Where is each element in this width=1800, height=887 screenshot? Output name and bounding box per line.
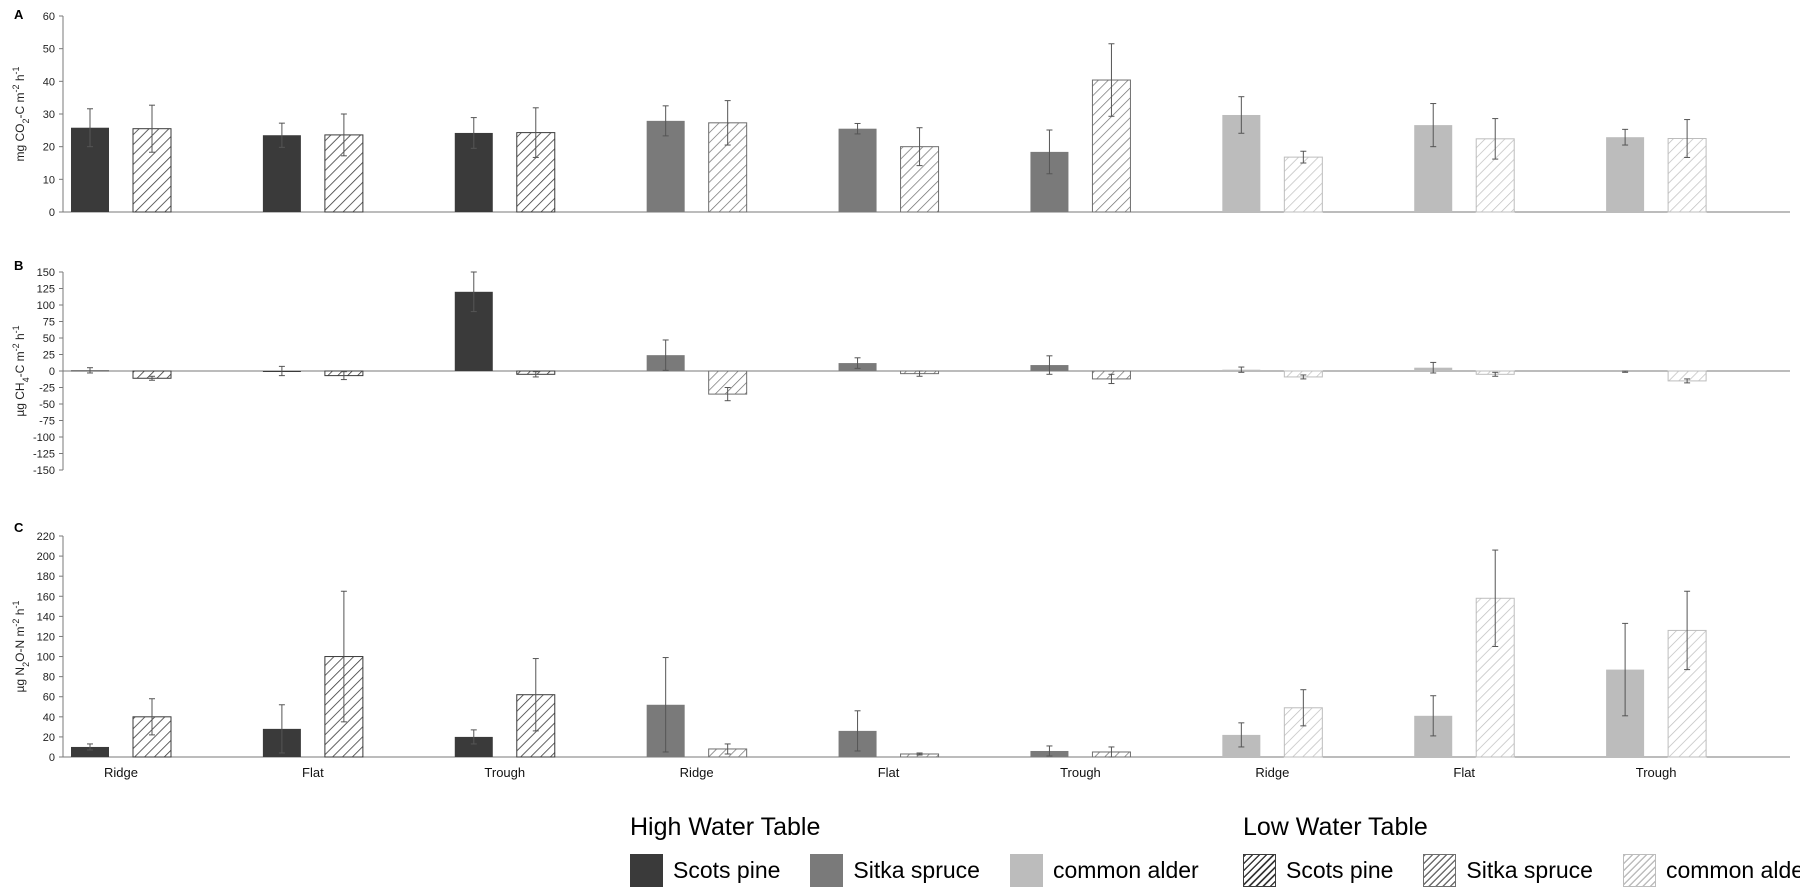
y-tick-label: 30	[43, 109, 55, 121]
panel-letter: C	[14, 520, 24, 535]
y-tick-label: -150	[33, 465, 55, 477]
x-category-label: Flat	[878, 765, 900, 780]
panel-a: A 0 10 20 30 40 50 60 mg CO2-C m-2 h-1	[11, 7, 1790, 219]
x-category-label: Ridge	[680, 765, 714, 780]
bar-a-low-6	[1283, 156, 1323, 213]
y-tick-label: 150	[37, 267, 55, 279]
y-tick-label: 60	[43, 692, 55, 704]
y-tick-label: 200	[37, 551, 55, 563]
bar-c-high-0	[71, 746, 109, 757]
y-tick-label: 0	[49, 207, 55, 219]
y-tick-label: 20	[43, 732, 55, 744]
x-category-label: Trough	[484, 765, 525, 780]
x-category-label: Ridge	[104, 765, 138, 780]
x-category-label: Trough	[1060, 765, 1101, 780]
y-tick-label: 0	[49, 366, 55, 378]
bar-a-high-1	[262, 135, 301, 212]
y-tick-label: 40	[43, 76, 55, 88]
y-tick-label: 50	[43, 333, 55, 345]
panel-c: C 0 20 40 60 80 100 120 140 160 180 200 220 µg N2O-N …	[11, 520, 1790, 780]
bar-c-high-2	[454, 736, 493, 757]
y-tick-label: -125	[33, 449, 55, 461]
y-tick-label: 120	[37, 631, 55, 643]
x-category-label: Ridge	[1255, 765, 1289, 780]
y-axis-label: µg CH4-C m-2 h-1	[11, 325, 31, 416]
panel-letter: B	[14, 258, 23, 273]
y-tick-label: -75	[39, 416, 55, 428]
y-tick-label: 20	[43, 142, 55, 154]
y-tick-label: 40	[43, 712, 55, 724]
y-tick-label: 100	[37, 300, 55, 312]
panel-letter: A	[14, 7, 24, 22]
y-tick-label: 60	[43, 11, 55, 23]
y-tick-label: 180	[37, 571, 55, 583]
y-tick-label: 125	[37, 284, 55, 296]
bar-a-high-8	[1606, 137, 1645, 212]
y-tick-label: 25	[43, 350, 55, 362]
bar-a-high-4	[838, 128, 877, 212]
x-category-label: Flat	[1453, 765, 1475, 780]
y-tick-label: 140	[37, 611, 55, 623]
y-tick-label: -100	[33, 432, 55, 444]
panel-b: B 150 125 100 75 50 25 0 -25 -50 -75 -100 -125 -150 µg…	[11, 258, 1790, 477]
y-tick-label: -25	[39, 383, 55, 395]
y-tick-label: 0	[49, 752, 55, 764]
y-axis-label: mg CO2-C m-2 h-1	[11, 66, 31, 161]
y-tick-label: 75	[43, 317, 55, 329]
y-tick-label: 100	[37, 652, 55, 664]
y-tick-label: 80	[43, 672, 55, 684]
y-axis-label: µg N2O-N m-2 h-1	[11, 601, 31, 693]
y-tick-label: 10	[43, 174, 55, 186]
y-tick-label: 50	[43, 44, 55, 56]
x-category-label: Trough	[1636, 765, 1677, 780]
y-tick-label: -50	[39, 399, 55, 411]
x-category-label: Flat	[302, 765, 324, 780]
y-tick-label: 160	[37, 591, 55, 603]
y-tick-label: 220	[37, 531, 55, 543]
